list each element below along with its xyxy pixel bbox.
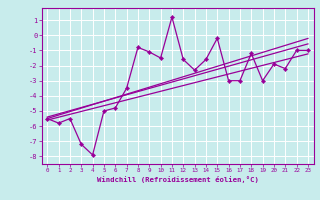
X-axis label: Windchill (Refroidissement éolien,°C): Windchill (Refroidissement éolien,°C) (97, 176, 259, 183)
